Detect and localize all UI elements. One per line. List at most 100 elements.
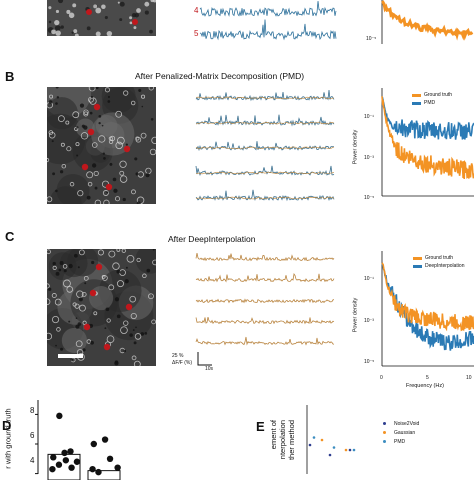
- ground-truth-spectrum: [381, 0, 474, 41]
- cell-dark: [59, 170, 64, 174]
- activity-trace-overlay: [195, 146, 335, 150]
- cell-outline: [135, 136, 140, 141]
- cell-dark: [116, 314, 121, 319]
- cell-dark: [124, 279, 129, 284]
- cell-dark: [132, 329, 135, 331]
- cell-dark: [91, 163, 97, 168]
- roi-marker: [86, 9, 92, 15]
- trace-number-4: 4: [194, 6, 199, 15]
- micrograph-speck: [136, 8, 141, 13]
- cell-outline: [63, 279, 71, 288]
- cell-dark: [102, 152, 105, 155]
- cell-dark: [79, 103, 85, 108]
- cell-dark: [55, 271, 60, 276]
- activity-trace: [195, 114, 335, 127]
- cell-outline: [48, 130, 54, 135]
- cell-dark: [122, 197, 126, 202]
- activity-trace-overlay: [195, 196, 335, 200]
- data-point: [68, 464, 75, 471]
- cell-dark: [146, 268, 151, 273]
- micrograph-speck: [129, 21, 133, 25]
- legend-label: PMD: [394, 438, 406, 445]
- cell-outline: [141, 94, 146, 99]
- cell-dark: [60, 347, 64, 351]
- cell-outline: [49, 94, 54, 99]
- micrograph-speck: [51, 29, 56, 35]
- cell-outline: [78, 249, 85, 256]
- panel-d-chart: [35, 400, 121, 480]
- legend-swatch-deepinterpolation: [413, 264, 422, 268]
- cell-outline: [151, 319, 156, 325]
- cell-outline: [102, 275, 108, 281]
- panel-a-micrograph-texture: [47, 0, 156, 36]
- micrograph-speck: [54, 19, 60, 26]
- cell-outline: [81, 292, 87, 297]
- cell-dark: [48, 100, 53, 104]
- panel-e-chart: [306, 405, 356, 474]
- cell-outline: [123, 90, 129, 96]
- cell-dark: [152, 249, 155, 251]
- panel-a-spectrum: [381, 0, 474, 44]
- cell-outline: [133, 360, 141, 366]
- cell-outline: [62, 264, 68, 269]
- cell-outline: [47, 298, 51, 306]
- data-point: [49, 465, 56, 473]
- cell-outline: [86, 171, 94, 179]
- data-point: [114, 464, 121, 471]
- micrograph-speck: [72, 3, 77, 8]
- cell-outline: [131, 189, 136, 195]
- activity-trace: [195, 272, 335, 283]
- panel-d-ytick-4: 4: [30, 456, 35, 465]
- cell-outline: [83, 111, 89, 117]
- cell-dark: [70, 358, 74, 361]
- panel-c-xlabel: Frequency (Hz): [406, 383, 444, 389]
- cell-outline: [94, 199, 102, 204]
- micrograph-speck: [117, 1, 120, 4]
- cell-dark: [129, 333, 133, 337]
- cell-outline: [142, 273, 147, 279]
- data-point: [67, 448, 74, 455]
- cell-outline: [75, 142, 80, 147]
- legend-label: Ground truth: [425, 255, 454, 261]
- scatter-point: [348, 448, 352, 452]
- cell-dark: [90, 95, 94, 99]
- micrograph-blob: [56, 173, 90, 204]
- cell-outline: [51, 315, 60, 324]
- cell-dark: [77, 266, 80, 269]
- cell-dark: [58, 268, 62, 272]
- activity-trace-overlay: [195, 96, 335, 100]
- deepinterpolation-spectrum: [381, 262, 474, 351]
- cell-outline: [106, 318, 111, 323]
- cell-dark: [82, 348, 86, 352]
- data-point: [73, 458, 81, 465]
- cell-outline: [83, 275, 89, 281]
- cell-outline: [152, 259, 156, 266]
- cell-outline: [88, 87, 96, 92]
- pmd-spectrum: [381, 96, 474, 140]
- cell-outline: [119, 170, 125, 176]
- cell-outline: [103, 199, 110, 204]
- cell-outline: [126, 254, 135, 263]
- cell-dark: [135, 172, 139, 176]
- cell-outline: [89, 97, 97, 105]
- panel-c-legend: Ground truth DeepInterpolation: [413, 254, 464, 270]
- scatter-point: [320, 438, 324, 442]
- activity-trace: [199, 1, 337, 17]
- micrograph-speck: [86, 26, 91, 31]
- cell-outline: [136, 257, 141, 263]
- cell-outline: [83, 109, 89, 115]
- micrograph-speck: [71, 31, 74, 34]
- cell-dark: [107, 100, 111, 103]
- panel-c-letter: C: [5, 229, 15, 244]
- cell-dark: [55, 344, 57, 347]
- panel-b-legend: Ground truth PMD: [412, 91, 452, 107]
- cell-dark: [104, 327, 107, 330]
- cell-outline: [104, 87, 110, 93]
- cell-dark: [114, 297, 120, 302]
- micrograph-speck: [93, 4, 98, 9]
- scatter-point: [312, 436, 316, 439]
- panel-c-micrograph-texture: [47, 249, 156, 366]
- panel-a-micrograph: [47, 0, 156, 36]
- cell-dark: [90, 340, 94, 345]
- panel-b-micrograph-texture: [47, 87, 156, 204]
